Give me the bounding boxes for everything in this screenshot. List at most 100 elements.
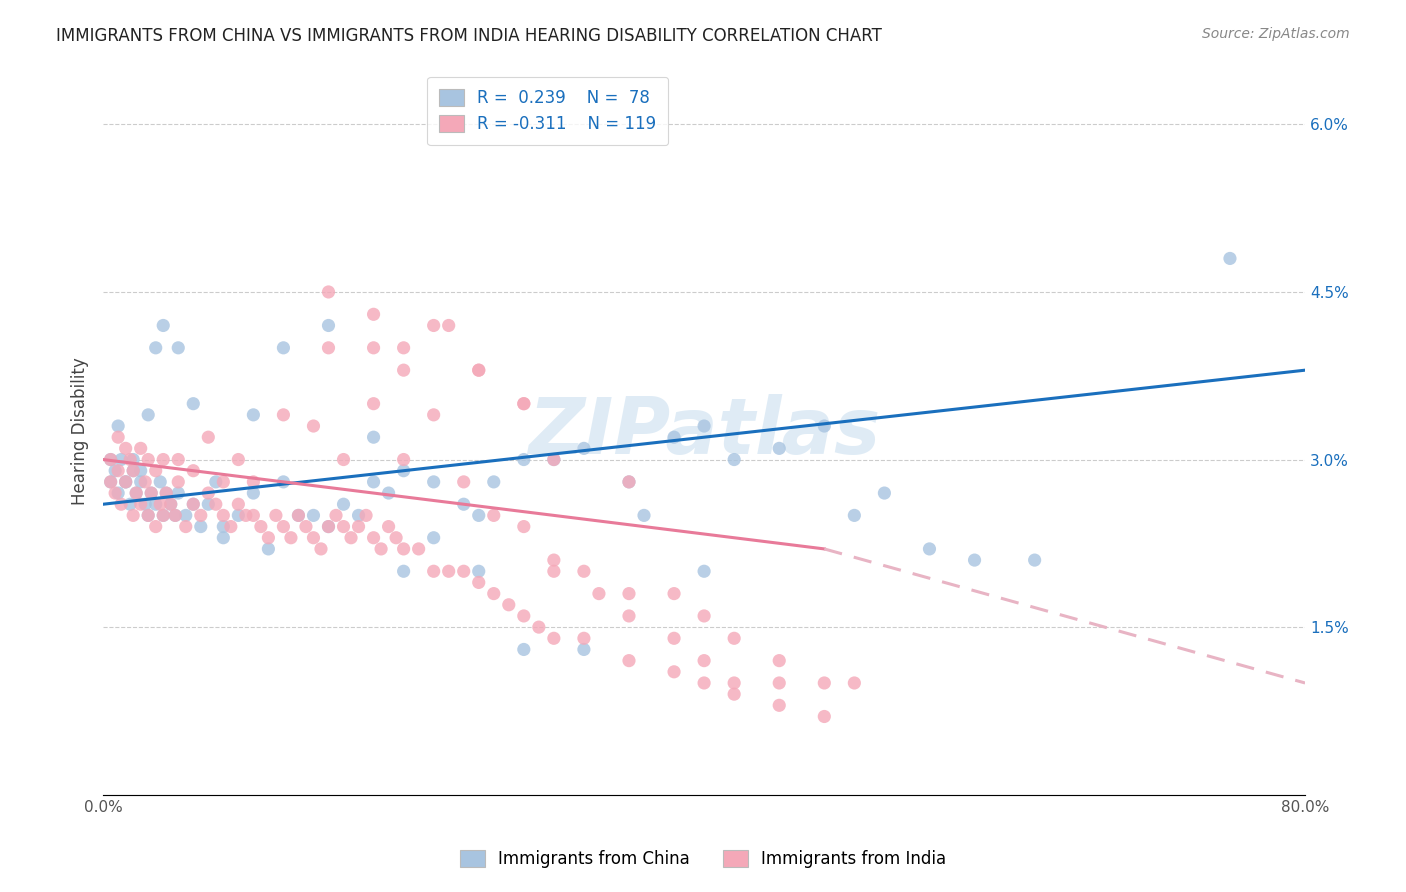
Point [228, 452, 250, 467]
Point [318, 318, 340, 333]
Point [844, 676, 866, 690]
Point [693, 419, 716, 434]
Point [257, 541, 280, 556]
Point [167, 341, 190, 355]
Point [114, 475, 136, 489]
Point [363, 307, 385, 321]
Point [302, 419, 325, 434]
Point [617, 609, 640, 624]
Point [513, 609, 536, 624]
Point [844, 508, 866, 523]
Point [159, 497, 181, 511]
Point [152, 318, 174, 333]
Point [134, 475, 156, 489]
Point [295, 519, 318, 533]
Point [572, 642, 595, 657]
Point [572, 632, 595, 646]
Point [110, 497, 132, 511]
Point [377, 519, 399, 533]
Point [134, 497, 156, 511]
Point [174, 508, 197, 523]
Point [347, 508, 370, 523]
Point [136, 508, 159, 523]
Point [152, 508, 174, 523]
Point [617, 586, 640, 600]
Point [174, 519, 197, 533]
Point [318, 341, 340, 355]
Point [100, 475, 122, 489]
Point [723, 676, 745, 690]
Point [122, 508, 145, 523]
Point [190, 519, 212, 533]
Point [363, 341, 385, 355]
Point [287, 508, 309, 523]
Point [453, 475, 475, 489]
Point [918, 541, 941, 556]
Point [813, 419, 835, 434]
Point [122, 464, 145, 478]
Point [332, 452, 354, 467]
Point [633, 508, 655, 523]
Point [181, 497, 204, 511]
Point [513, 452, 536, 467]
Point [482, 475, 505, 489]
Point [100, 452, 122, 467]
Point [1219, 252, 1241, 266]
Point [422, 475, 444, 489]
Point [145, 519, 167, 533]
Point [543, 452, 565, 467]
Point [617, 654, 640, 668]
Point [242, 486, 264, 500]
Point [114, 475, 136, 489]
Point [104, 486, 127, 500]
Point [181, 464, 204, 478]
Point [467, 564, 489, 578]
Point [363, 430, 385, 444]
Point [197, 486, 219, 500]
Point [377, 486, 399, 500]
Point [347, 519, 370, 533]
Point [325, 508, 347, 523]
Point [159, 497, 181, 511]
Point [437, 318, 460, 333]
Point [212, 531, 235, 545]
Point [572, 564, 595, 578]
Point [302, 531, 325, 545]
Point [1024, 553, 1046, 567]
Point [145, 497, 167, 511]
Point [768, 676, 790, 690]
Point [392, 464, 415, 478]
Point [693, 654, 716, 668]
Point [228, 497, 250, 511]
Point [662, 665, 685, 679]
Point [318, 519, 340, 533]
Point [114, 475, 136, 489]
Point [228, 508, 250, 523]
Point [145, 464, 167, 478]
Point [242, 508, 264, 523]
Point [572, 442, 595, 456]
Point [392, 452, 415, 467]
Point [543, 553, 565, 567]
Point [212, 508, 235, 523]
Point [287, 508, 309, 523]
Text: ZIPatlas: ZIPatlas [529, 393, 880, 469]
Point [107, 419, 129, 434]
Point [129, 464, 152, 478]
Point [513, 519, 536, 533]
Point [318, 285, 340, 299]
Point [370, 541, 392, 556]
Point [100, 475, 122, 489]
Point [527, 620, 550, 634]
Point [588, 586, 610, 600]
Point [167, 486, 190, 500]
Point [768, 698, 790, 713]
Point [141, 486, 163, 500]
Point [662, 586, 685, 600]
Point [309, 541, 332, 556]
Point [129, 497, 152, 511]
Point [242, 408, 264, 422]
Point [693, 609, 716, 624]
Point [165, 508, 187, 523]
Point [768, 442, 790, 456]
